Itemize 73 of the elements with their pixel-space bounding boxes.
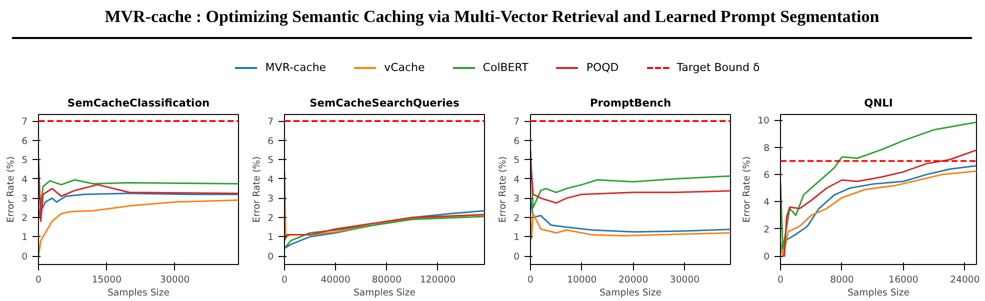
legend-label: vCache [383, 60, 425, 76]
line-series [530, 197, 730, 233]
y-tick-label: 10 [758, 116, 770, 127]
line-series [38, 192, 238, 218]
x-tick-label: 40000 [320, 274, 350, 286]
y-axis-title: Error Rate (%) [498, 156, 509, 223]
line-series [284, 214, 484, 242]
y-tick-label: 5 [22, 155, 28, 166]
chart-title: SemCacheSearchQueries [310, 96, 460, 110]
x-tick-label: 16000 [888, 274, 918, 286]
y-tick-label: 0 [268, 252, 274, 263]
x-tick-label: 8000 [830, 274, 854, 286]
y-axis-title: Error Rate (%) [252, 156, 263, 223]
x-axis-title: Samples Size [108, 288, 170, 298]
y-tick-label: 3 [268, 194, 274, 205]
chart-title: QNLI [864, 96, 893, 110]
x-tick-label: 24000 [950, 274, 980, 286]
y-tick-label: 1 [22, 232, 28, 244]
x-tick-label: 0 [528, 274, 534, 286]
y-tick-label: 7 [268, 116, 274, 128]
x-axis-title: Samples Size [600, 288, 662, 298]
y-tick-label: 2 [764, 224, 770, 236]
y-axis-title: Error Rate (%) [6, 156, 17, 223]
y-tick-label: 2 [268, 212, 274, 224]
y-tick-label: 4 [22, 174, 28, 186]
text: MVR-cache : Optimizing Semantic Caching via Multi-Vector Retrieval and Learned Prompt Segmentation [104, 6, 880, 28]
x-axis-title: Samples Size [354, 288, 416, 298]
y-tick-label: 4 [514, 174, 520, 186]
x-tick-label: 30000 [160, 274, 190, 286]
legend-label: ColBERT [482, 60, 528, 76]
legend-label: Target Bound δ [676, 60, 760, 76]
y-tick-label: 5 [268, 155, 274, 166]
y-tick-label: 6 [764, 170, 770, 182]
y-tick-label: 4 [764, 197, 770, 208]
y-tick-label: 6 [22, 136, 28, 147]
y-tick-label: 3 [22, 194, 28, 205]
line-series [530, 158, 730, 204]
y-tick-label: 1 [268, 232, 274, 244]
legend-label: POQD [585, 60, 619, 76]
y-tick-label: 7 [22, 116, 28, 128]
y-tick-label: 2 [22, 212, 28, 224]
y-tick-label: 4 [268, 174, 274, 186]
y-tick-label: 6 [268, 136, 274, 147]
legend-label: MVR-cache [264, 60, 326, 76]
x-tick-label: 10000 [567, 274, 597, 286]
line-series [38, 199, 238, 257]
line-series [38, 179, 238, 218]
x-tick-label: 0 [36, 274, 42, 286]
x-tick-label: 0 [282, 274, 288, 286]
y-tick-label: 6 [514, 136, 520, 147]
y-tick-label: 5 [514, 155, 520, 166]
line-series [780, 121, 976, 250]
y-tick-label: 0 [514, 252, 520, 263]
y-tick-label: 3 [514, 194, 520, 205]
x-tick-label: 120000 [420, 274, 456, 286]
x-tick-label: 80000 [372, 274, 402, 286]
y-tick-label: 7 [514, 116, 520, 128]
x-tick-label: 15000 [92, 274, 122, 286]
line-series [38, 158, 238, 222]
x-tick-label: 20000 [618, 274, 648, 286]
chart-title: PromptBench [590, 96, 672, 110]
y-tick-label: 0 [22, 252, 28, 263]
chart-title: SemCacheClassification [67, 96, 210, 110]
y-tick-label: 8 [764, 142, 770, 154]
y-tick-label: 1 [514, 232, 520, 244]
y-tick-label: 0 [764, 252, 770, 263]
y-tick-label: 2 [514, 212, 520, 224]
x-tick-label: 0 [778, 274, 784, 286]
line-series [530, 212, 730, 240]
y-axis-title: Error Rate (%) [742, 156, 753, 223]
line-series [530, 149, 730, 209]
x-tick-label: 30000 [670, 274, 700, 286]
x-axis-title: Samples Size [848, 288, 910, 298]
